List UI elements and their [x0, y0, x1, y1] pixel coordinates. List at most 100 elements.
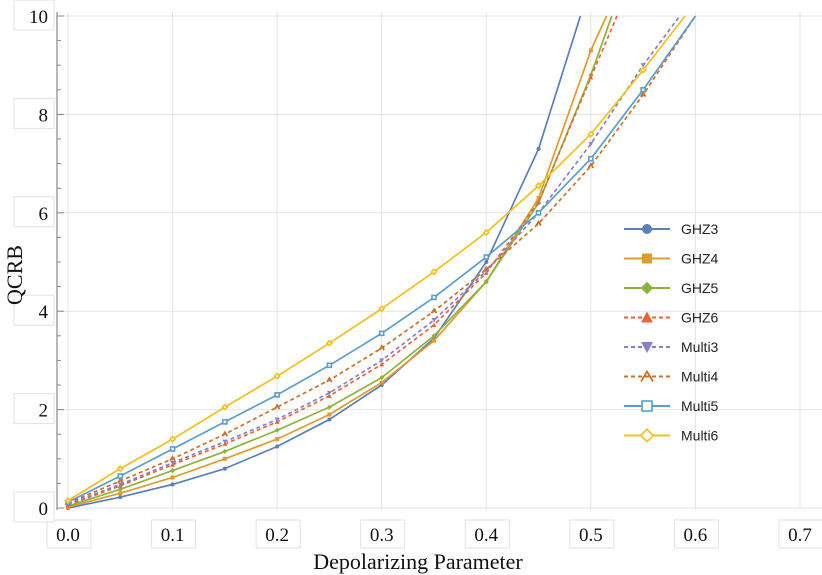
x-tick-box-0 [46, 519, 92, 549]
legend-marker-Multi3 [641, 342, 653, 353]
y-tick-label-2: 4 [39, 302, 49, 323]
data-point-GHZ5-3 [222, 448, 228, 454]
data-point-GHZ4-4 [275, 437, 280, 442]
series-layer [64, 15, 697, 510]
series-line-GHZ6 [67, 15, 618, 506]
data-point-Multi4-2 [169, 455, 176, 462]
data-point-Multi6-3 [221, 403, 229, 411]
x-tick-label-6: 0.6 [684, 525, 708, 546]
series-line-Multi3 [67, 15, 681, 505]
legend-item-Multi5: Multi5 [624, 398, 719, 414]
data-point-Multi3-6 [379, 358, 385, 363]
series-line-GHZ4 [67, 15, 608, 508]
x-axis-title: Depolarizing Parameter [313, 549, 523, 574]
data-point-Multi5-1 [117, 473, 124, 479]
data-point-Multi4-6 [378, 344, 385, 351]
data-point-Multi4-8 [483, 265, 490, 272]
data-point-Multi3-10 [588, 141, 594, 147]
data-point-Multi6-6 [378, 305, 386, 313]
y-tick-label-5: 10 [29, 7, 48, 28]
data-point-Multi5-8 [483, 254, 490, 260]
data-point-Multi6-8 [482, 228, 490, 237]
data-point-GHZ5-5 [326, 404, 332, 410]
data-point-Multi3-2 [170, 460, 175, 466]
x-tick-label-4: 0.4 [474, 525, 498, 546]
legend-label: Multi3 [681, 339, 719, 355]
series-line-GHZ3 [67, 15, 582, 509]
x-tick-label-0: 0.0 [56, 525, 80, 546]
data-point-GHZ4-1 [118, 491, 123, 496]
legend-marker-Multi6 [639, 428, 655, 443]
x-tick-box-1 [151, 519, 197, 549]
y-tick-label-1: 2 [39, 401, 49, 422]
data-point-Multi5-9 [535, 210, 542, 216]
data-point-GHZ4-2 [170, 475, 175, 480]
series-GHZ6 [65, 15, 618, 508]
legend-marker-GHZ5 [640, 281, 654, 295]
legend: GHZ3 GHZ4 GHZ5 GHZ6 Multi3 Multi4 Multi5 Multi6 [624, 221, 719, 444]
legend-item-GHZ4: GHZ4 [624, 251, 719, 267]
legend-item-Multi4: Multi4 [624, 369, 719, 385]
series-line-GHZ5 [67, 15, 613, 507]
legend-label: GHZ3 [681, 221, 719, 237]
data-point-Multi4-7 [430, 307, 438, 314]
data-point-Multi3-1 [117, 482, 123, 487]
legend-item-GHZ6: GHZ6 [624, 310, 719, 326]
data-point-GHZ4-10 [588, 48, 593, 53]
series-GHZ3 [66, 15, 582, 510]
data-point-Multi3-4 [274, 417, 280, 422]
axes [56, 12, 64, 510]
series-line-Multi4 [67, 15, 697, 504]
data-point-GHZ5-6 [379, 375, 385, 381]
y-axis-title: QCRB [2, 245, 27, 305]
series-Multi3 [65, 15, 681, 507]
data-point-GHZ6-10 [588, 75, 594, 80]
y-tick-box-4 [13, 97, 55, 129]
y-tick-label-3: 6 [39, 204, 49, 225]
data-point-GHZ3-2 [170, 482, 175, 487]
data-point-GHZ3-5 [327, 417, 332, 422]
legend-item-GHZ3: GHZ3 [624, 221, 719, 237]
legend-marker-GHZ6 [641, 311, 653, 323]
legend-marker-Multi5 [641, 400, 653, 412]
legend-marker-GHZ4 [642, 253, 652, 264]
data-point-Multi6-4 [273, 372, 281, 380]
data-point-Multi4-11 [639, 90, 647, 98]
data-point-GHZ6-9 [536, 199, 541, 204]
x-tick-box-2 [255, 519, 301, 549]
x-tick-box-3 [360, 519, 406, 549]
data-point-Multi5-5 [326, 362, 333, 369]
data-point-Multi5-11 [640, 87, 646, 93]
data-point-GHZ6-5 [327, 393, 332, 398]
x-tick-label-3: 0.3 [370, 525, 394, 546]
data-point-Multi4-3 [221, 430, 229, 437]
data-point-Multi3-3 [222, 439, 228, 444]
series-GHZ4 [66, 15, 608, 510]
data-point-GHZ5-4 [274, 427, 280, 433]
data-point-GHZ5-1 [117, 486, 123, 492]
y-tick-box-5 [13, 0, 55, 31]
data-point-Multi6-11 [639, 66, 647, 74]
y-tick-box-1 [13, 393, 55, 425]
data-point-GHZ3-8 [484, 260, 489, 264]
legend-item-Multi6: Multi6 [624, 428, 719, 444]
data-point-Multi4-9 [535, 219, 542, 227]
y-tick-label-4: 8 [39, 105, 49, 126]
data-point-Multi5-6 [378, 330, 385, 337]
data-point-GHZ3-3 [222, 466, 227, 471]
series-line-Multi6 [67, 15, 686, 502]
data-point-Multi6-7 [430, 268, 438, 276]
data-point-GHZ6-6 [379, 361, 385, 367]
series-Multi4 [64, 15, 697, 506]
legend-label: Multi6 [681, 428, 719, 444]
x-tick-labels: 0.0 0.1 0.2 0.3 0.4 0.5 0.6 0.7 [46, 519, 822, 549]
series-Multi6 [64, 15, 686, 505]
x-tick-label-5: 0.5 [579, 525, 603, 546]
data-point-Multi5-3 [222, 419, 228, 425]
series-GHZ5 [65, 15, 613, 509]
data-point-Multi4-4 [273, 403, 281, 410]
data-point-Multi4-1 [117, 477, 124, 484]
data-point-GHZ4-9 [536, 196, 541, 201]
data-point-GHZ4-7 [432, 338, 436, 343]
legend-label: Multi5 [681, 398, 719, 414]
